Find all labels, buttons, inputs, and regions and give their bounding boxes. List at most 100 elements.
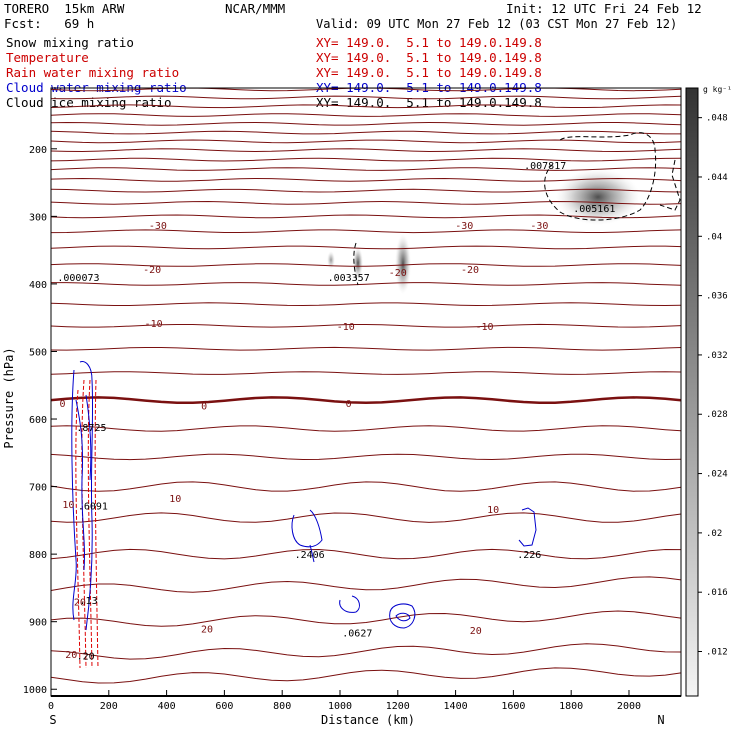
maximum-value-label: .6091 bbox=[78, 501, 108, 512]
colorbar-tick-label: .036 bbox=[706, 292, 728, 302]
x-tick-label: 200 bbox=[100, 701, 118, 712]
model-title: TORERO 15km ARW bbox=[4, 1, 125, 16]
legend-rain: Rain water mixing ratio bbox=[6, 65, 180, 80]
temperature-contour bbox=[50, 610, 682, 627]
org-label: NCAR/MMM bbox=[225, 1, 286, 16]
x-end-left: S bbox=[49, 713, 56, 727]
maximum-value-label: .000073 bbox=[57, 273, 99, 284]
cloud-ice-contour-1 bbox=[544, 132, 657, 221]
cloud-water-contour-9 bbox=[395, 612, 411, 622]
temperature-contour bbox=[50, 214, 682, 219]
x-tick-label: 1400 bbox=[444, 701, 468, 712]
temperature-contour bbox=[50, 121, 682, 126]
temperature-label: -20 bbox=[143, 265, 161, 276]
maxima-labels: .000073 .003357 .007817 .005161 .8725 .6091 .2… bbox=[57, 161, 615, 662]
snow-max-shade-1 bbox=[556, 169, 640, 225]
temperature-contour bbox=[50, 263, 682, 267]
colorbar-unit: g kg⁻¹ bbox=[703, 85, 732, 94]
temperature-contour bbox=[50, 425, 682, 432]
x-tick-label: 2000 bbox=[617, 701, 641, 712]
temperature-contour bbox=[50, 371, 682, 375]
colorbar: .048 .044 .04 .036 .032 .028 .024 .02 .016 .012 bbox=[685, 87, 728, 697]
temperature-contour bbox=[50, 323, 682, 328]
temperature-contour bbox=[50, 104, 682, 109]
y-tick-label: 600 bbox=[29, 415, 47, 426]
temperature-contour bbox=[50, 512, 682, 523]
temperature-label: -20 bbox=[389, 268, 407, 279]
maximum-value-label: .20 bbox=[77, 651, 95, 662]
maximum-value-label: .13 bbox=[80, 596, 98, 607]
cloud-water-contour-6 bbox=[309, 544, 315, 563]
temperature-contour bbox=[50, 139, 682, 144]
x-tick-label: 800 bbox=[273, 701, 291, 712]
snow-max-shade-4 bbox=[327, 251, 335, 269]
rain-contour-1 bbox=[75, 389, 81, 669]
temperature-label: -30 bbox=[530, 221, 548, 232]
x-tick-label: 0 bbox=[48, 701, 54, 712]
temperature-label: -10 bbox=[145, 319, 163, 330]
x-tick-label: 1600 bbox=[501, 701, 525, 712]
colorbar-tick-label: .028 bbox=[706, 410, 728, 420]
temperature-label: 10 bbox=[487, 505, 499, 516]
legend-snow-xy: XY= 149.0. 5.1 to 149.0.149.8 bbox=[316, 35, 542, 50]
temperature-contour bbox=[50, 643, 682, 660]
cloud-water-contour-5 bbox=[291, 509, 323, 548]
colorbar-tick-label: .012 bbox=[706, 648, 728, 658]
maximum-value-label: .005161 bbox=[573, 204, 615, 215]
temperature-contour bbox=[50, 229, 682, 234]
y-tick-label: 400 bbox=[29, 280, 47, 291]
y-tick-label: 1000 bbox=[23, 685, 47, 696]
y-axis-label: Pressure (hPa) bbox=[2, 347, 16, 448]
temperature-label: 10 bbox=[62, 500, 74, 511]
colorbar-ramp bbox=[685, 87, 699, 697]
temperature-contour bbox=[50, 167, 682, 171]
maximum-value-label: .0627 bbox=[342, 628, 372, 639]
x-axis-label: Distance (km) bbox=[321, 713, 415, 727]
colorbar-tick-label: .048 bbox=[706, 114, 728, 124]
temperature-contour bbox=[50, 148, 682, 153]
temperature-label: 0 bbox=[60, 399, 66, 410]
temperature-contour bbox=[50, 453, 682, 461]
temperature-contour bbox=[50, 130, 681, 135]
colorbar-tick-label: .024 bbox=[706, 470, 728, 480]
cloud-water-contour-7 bbox=[339, 595, 360, 613]
colorbar-tick-label: .04 bbox=[706, 232, 722, 242]
temperature-contour bbox=[50, 157, 682, 162]
temperature-contour bbox=[50, 113, 682, 117]
temperature-label: -30 bbox=[149, 221, 167, 232]
temperature-contour bbox=[50, 667, 682, 684]
x-tick-label: 1000 bbox=[328, 701, 352, 712]
temperature-label: 20 bbox=[470, 626, 482, 637]
temperature-label: 20 bbox=[65, 650, 77, 661]
cloud-water-contour-1 bbox=[71, 369, 77, 621]
axes: 0 200 400 600 800 1000 1200 1400 1600 1800 2000200… bbox=[23, 145, 641, 712]
cloud-ice-contour-2 bbox=[659, 159, 681, 211]
cloud-water-contour-3 bbox=[75, 399, 85, 571]
x-tick-label: 1200 bbox=[386, 701, 410, 712]
rain-contour-3 bbox=[87, 379, 93, 669]
snow-shading bbox=[327, 169, 640, 294]
temperature-contour bbox=[50, 245, 682, 250]
valid-time: Valid: 09 UTC Mon 27 Feb 12 (03 CST Mon … bbox=[316, 17, 678, 31]
x-tick-label: 1800 bbox=[559, 701, 583, 712]
maximum-value-label: .007817 bbox=[524, 161, 566, 172]
temperature-contour bbox=[50, 396, 682, 405]
temperature-label: 10 bbox=[169, 494, 181, 505]
temperature-label: -20 bbox=[461, 265, 479, 276]
temperature-contour bbox=[50, 188, 682, 193]
temperature-label: 20 bbox=[74, 597, 86, 608]
temperature-contour bbox=[50, 200, 682, 205]
cloud-ice-contours bbox=[353, 132, 681, 286]
maximum-value-label: .8725 bbox=[76, 423, 106, 434]
cloud-water-contour-8 bbox=[389, 603, 416, 629]
y-tick-label: 500 bbox=[29, 347, 47, 358]
rain-contour-4 bbox=[94, 379, 99, 669]
legend-temperature-xy: XY= 149.0. 5.1 to 149.0.149.8 bbox=[316, 50, 542, 65]
temperature-contour bbox=[50, 481, 682, 492]
maximum-value-label: .003357 bbox=[328, 273, 370, 284]
y-tick-label: 200 bbox=[29, 145, 47, 156]
temperature-contour bbox=[50, 95, 682, 100]
legend-snow: Snow mixing ratio bbox=[6, 35, 134, 50]
cloud-water-contour-4 bbox=[85, 394, 92, 481]
temperature-contour bbox=[50, 548, 682, 560]
